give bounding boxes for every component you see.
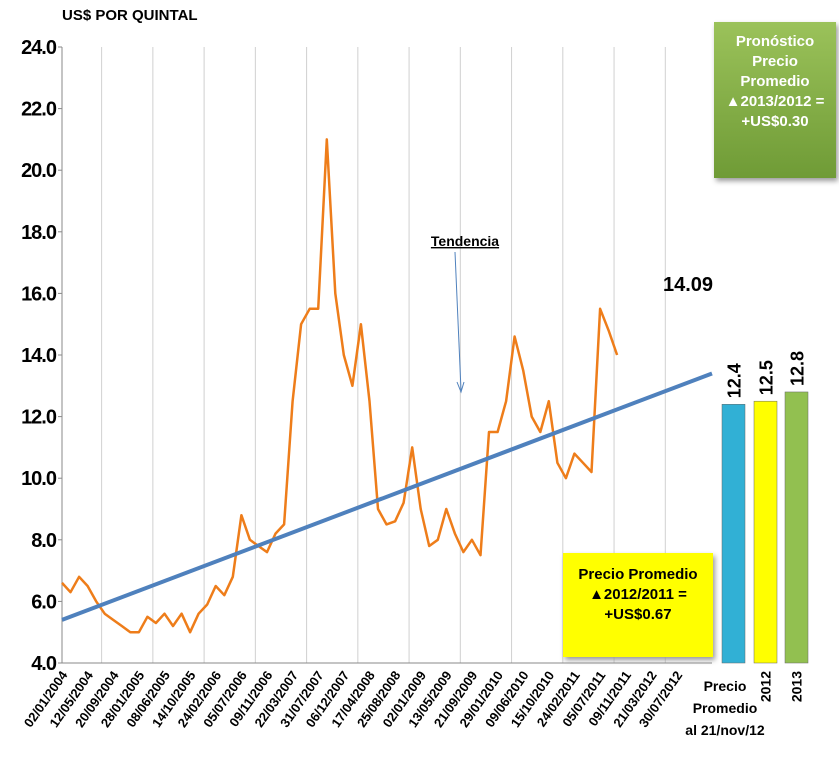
y-tick-label: 16.0 [21, 283, 57, 305]
average-box: Precio Promedio ▲2012/2011 = +US$0.67 [563, 553, 713, 657]
y-tick-label: 10.0 [21, 468, 57, 490]
bar-category-label: Precio Promedio al 21/nov/12 [685, 678, 765, 738]
annotation-line: +US$0.30 [741, 113, 809, 130]
y-tick-label: 20.0 [21, 160, 57, 182]
annotation-line: Precio [752, 53, 798, 70]
y-tick-label: 12.0 [21, 407, 57, 429]
trend-label: Tendencia [431, 233, 499, 249]
bar-category-label: 2012 [758, 671, 774, 702]
annotation-line: ▲2013/2012 = [725, 93, 825, 110]
annotation-line: +US$0.67 [604, 606, 672, 623]
bar-value-label: 12.5 [757, 360, 777, 395]
trend-arrow [454, 251, 462, 391]
forecast-box: Pronóstico Precio Promedio ▲2013/2012 = +US$… [714, 22, 836, 178]
trend-arrowhead [456, 381, 465, 394]
y-tick-label: 8.0 [31, 530, 57, 552]
annotation-line: Precio Promedio [578, 566, 698, 583]
y-tick-label: 22.0 [21, 99, 57, 121]
bar [784, 391, 809, 664]
y-tick-label: 18.0 [21, 222, 57, 244]
annotation-line: ▲2012/2011 = [589, 586, 687, 603]
bar-value-label: 12.8 [788, 351, 808, 386]
bar [721, 404, 746, 664]
y-tick-label: 14.0 [21, 345, 57, 367]
y-tick-label: 4.0 [31, 653, 57, 675]
price-line [61, 138, 619, 634]
y-tick-label: 6.0 [31, 591, 57, 613]
bar [753, 400, 778, 664]
trend-line [61, 371, 713, 622]
bar-value-label: 12.4 [725, 363, 745, 398]
y-axis-title: US$ POR QUINTAL [62, 7, 198, 24]
annotation-line: Promedio [740, 73, 810, 90]
y-tick-label: 24.0 [21, 37, 57, 59]
bar-category-label: 2013 [789, 671, 805, 702]
peak-label: 14.09 [663, 274, 713, 296]
annotation-line: Pronóstico [735, 33, 815, 50]
